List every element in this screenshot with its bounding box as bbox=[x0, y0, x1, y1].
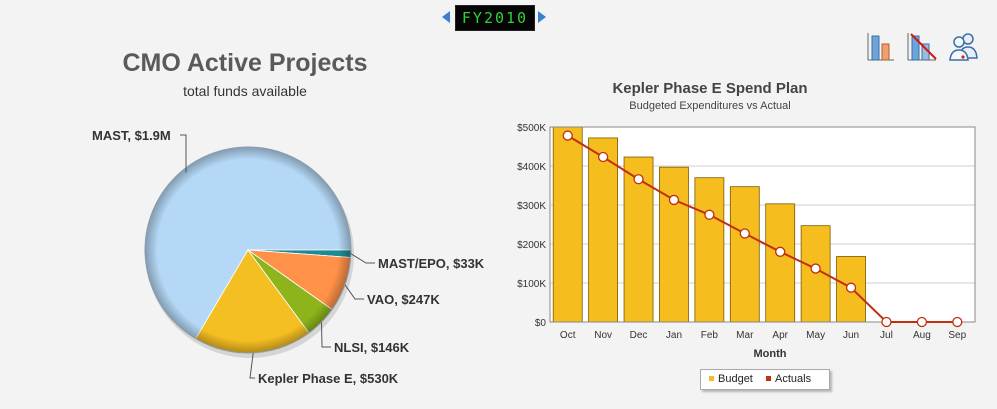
x-tick-label: Apr bbox=[772, 330, 788, 341]
pie-label-mast-epo: MAST/EPO, $33K bbox=[378, 256, 485, 271]
actuals-point bbox=[739, 228, 750, 239]
actuals-point bbox=[952, 316, 963, 328]
prev-year-arrow-icon[interactable] bbox=[442, 11, 450, 23]
pie-rim bbox=[144, 146, 352, 354]
x-tick-label: Aug bbox=[913, 330, 931, 341]
actuals-point bbox=[704, 209, 715, 220]
x-tick-label: Feb bbox=[701, 330, 719, 341]
y-tick-label: $300K bbox=[517, 201, 546, 212]
bar-budget bbox=[765, 203, 796, 323]
bar-chart-icon[interactable] bbox=[866, 30, 896, 62]
pie-chart-subtitle: total funds available bbox=[183, 83, 307, 99]
plot-frame bbox=[549, 126, 976, 323]
pie-label-kepler: Kepler Phase E, $530K bbox=[258, 371, 399, 386]
fiscal-year-display: FY2010 bbox=[455, 5, 535, 31]
y-tick-label: $100K bbox=[517, 279, 546, 290]
bar-budget bbox=[694, 177, 725, 323]
legend-item-actuals[interactable]: Actuals bbox=[766, 373, 811, 386]
x-axis-title: Month bbox=[753, 348, 787, 360]
bar-chart-legend: Budget Actuals bbox=[700, 369, 830, 390]
x-tick-label: Dec bbox=[630, 330, 648, 341]
pie-chart-title: CMO Active Projects bbox=[122, 49, 368, 77]
actuals-point bbox=[633, 174, 644, 185]
x-tick-label: Jun bbox=[843, 330, 859, 341]
x-tick-label: Mar bbox=[736, 330, 754, 341]
legend-item-budget[interactable]: Budget bbox=[709, 373, 753, 386]
next-year-arrow-icon[interactable] bbox=[538, 11, 546, 23]
cancel-chart-icon[interactable] bbox=[906, 30, 937, 62]
pie-label-vao: VAO, $247K bbox=[367, 292, 440, 307]
y-tick-label: $200K bbox=[517, 240, 546, 251]
pie-label-mast: MAST, $1.9M bbox=[92, 128, 171, 143]
bar-budget bbox=[659, 166, 689, 323]
legend-label-budget: Budget bbox=[718, 373, 753, 385]
actuals-point bbox=[881, 316, 892, 328]
legend-swatch-actuals bbox=[766, 375, 771, 381]
legend-label-actuals: Actuals bbox=[775, 373, 812, 385]
x-tick-label: Jul bbox=[880, 330, 893, 341]
x-tick-label: Oct bbox=[560, 330, 576, 341]
actuals-point bbox=[668, 194, 680, 206]
pie-label-nlsi: NLSI, $146K bbox=[334, 340, 410, 355]
users-icon[interactable] bbox=[948, 30, 978, 62]
y-tick-label: $400K bbox=[517, 162, 546, 173]
x-tick-label: Jan bbox=[666, 330, 682, 341]
pie-leader-line bbox=[321, 322, 331, 348]
x-tick-label: May bbox=[806, 330, 825, 341]
pie-leader-line bbox=[249, 352, 255, 379]
bar-chart-title: Kepler Phase E Spend Plan bbox=[612, 80, 808, 97]
actuals-line bbox=[567, 134, 958, 323]
pie-leader-line bbox=[180, 134, 187, 173]
x-tick-label: Nov bbox=[594, 330, 612, 341]
actuals-point bbox=[597, 151, 609, 163]
bar-budget bbox=[552, 126, 583, 323]
bar-chart-subtitle: Budgeted Expenditures vs Actual bbox=[629, 100, 791, 112]
bar-budget bbox=[588, 137, 619, 323]
actuals-point bbox=[775, 246, 786, 257]
x-tick-label: Sep bbox=[948, 330, 966, 341]
actuals-point bbox=[845, 282, 857, 293]
pie-leader-line bbox=[344, 284, 364, 300]
y-tick-label: $500K bbox=[517, 123, 546, 134]
actuals-point bbox=[810, 263, 821, 274]
pie-leader-line bbox=[350, 253, 375, 264]
actuals-point bbox=[916, 316, 928, 328]
legend-swatch-budget bbox=[709, 375, 714, 381]
bar-budget bbox=[729, 186, 760, 323]
plot-area bbox=[550, 127, 975, 322]
actuals-point bbox=[562, 130, 573, 141]
y-tick-label: $0 bbox=[535, 318, 547, 329]
